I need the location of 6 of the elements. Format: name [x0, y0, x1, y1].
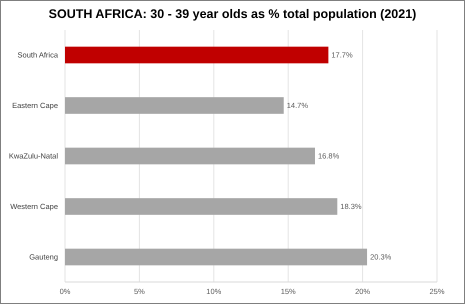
- chart-title: SOUTH AFRICA: 30 - 39 year olds as % total population (2021): [48, 7, 416, 21]
- bar: [65, 198, 338, 215]
- bar: [65, 97, 284, 114]
- bar: [65, 148, 315, 164]
- bar: [65, 46, 328, 64]
- bar: [65, 248, 368, 266]
